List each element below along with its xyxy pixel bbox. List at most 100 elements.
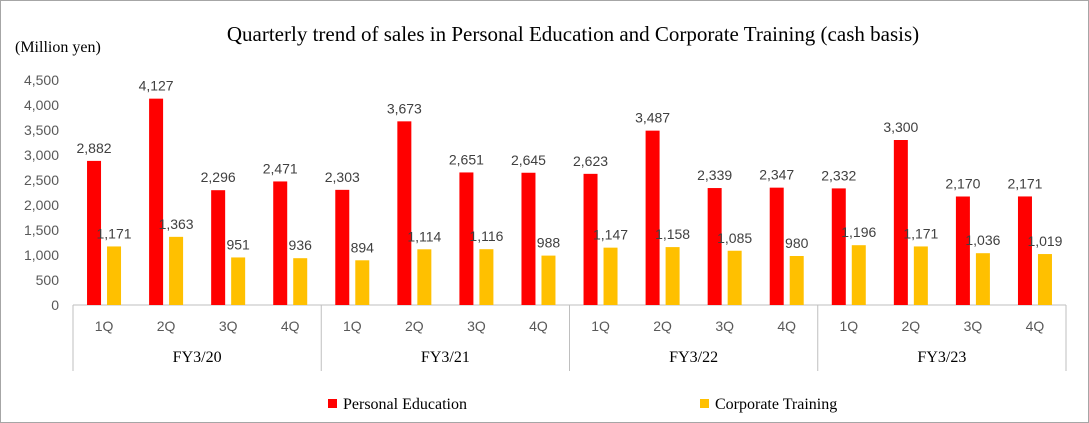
bar-personal-education [831, 188, 846, 305]
bar-corporate-training [975, 253, 990, 305]
data-label: 2,303 [325, 169, 360, 185]
bar-personal-education [583, 173, 598, 305]
bar-personal-education [459, 172, 474, 305]
bar-corporate-training [231, 257, 246, 305]
y-tick-label: 0 [51, 297, 59, 313]
legend-label: Corporate Training [715, 396, 837, 413]
bar-personal-education [645, 130, 660, 305]
bar-personal-education [149, 98, 164, 306]
bar-corporate-training [603, 247, 618, 305]
bar-corporate-training [665, 247, 680, 305]
data-label: 1,363 [159, 216, 194, 232]
x-tick-label: 4Q [281, 318, 300, 334]
y-tick-label: 2,000 [24, 197, 59, 213]
data-label: 1,019 [1027, 233, 1062, 249]
legend: Personal Education Corporate Training [328, 396, 837, 413]
bar-personal-education [211, 190, 226, 305]
group-label: FY3/22 [669, 349, 718, 366]
bar-corporate-training [913, 246, 928, 305]
data-label: 2,339 [697, 167, 732, 183]
data-label: 894 [351, 239, 375, 255]
data-label: 4,127 [139, 78, 174, 94]
x-tick-label: 4Q [529, 318, 548, 334]
x-tick-label: 2Q [405, 318, 424, 334]
y-tick-label: 1,500 [24, 222, 59, 238]
bar-personal-education [87, 160, 102, 305]
data-label: 1,158 [655, 226, 690, 242]
x-tick-label: 1Q [95, 318, 114, 334]
data-label: 988 [537, 235, 561, 251]
chart-title: Quarterly trend of sales in Personal Edu… [227, 22, 919, 46]
bar-personal-education [397, 121, 412, 305]
bar-personal-education [335, 189, 350, 305]
data-label: 1,085 [717, 230, 752, 246]
bar-personal-education [273, 181, 288, 305]
y-tick-label: 3,000 [24, 147, 59, 163]
data-label: 1,171 [97, 225, 132, 241]
data-label: 1,147 [593, 227, 628, 243]
x-tick-label: 3Q [715, 318, 734, 334]
y-tick-label: 2,500 [24, 172, 59, 188]
bar-corporate-training [851, 245, 866, 305]
data-label: 2,332 [821, 167, 856, 183]
group-label: FY3/23 [917, 349, 966, 366]
data-label: 951 [226, 236, 250, 252]
data-label: 3,300 [883, 119, 918, 135]
bar-corporate-training [479, 249, 494, 305]
bar-corporate-training [169, 236, 184, 305]
group-label: FY3/21 [421, 349, 470, 366]
bar-corporate-training [1037, 254, 1052, 305]
data-label: 3,673 [387, 100, 422, 116]
data-label: 3,487 [635, 110, 670, 126]
data-label: 2,882 [77, 140, 112, 156]
data-label: 980 [785, 235, 809, 251]
legend-swatch [328, 399, 337, 408]
bar-corporate-training [541, 255, 556, 305]
data-label: 2,471 [263, 160, 298, 176]
legend-swatch [700, 399, 709, 408]
group-label: FY3/20 [173, 349, 222, 366]
data-label: 2,296 [201, 169, 236, 185]
bar-personal-education [521, 172, 536, 305]
x-tick-label: 1Q [591, 318, 610, 334]
x-tick-label: 2Q [653, 318, 672, 334]
data-label: 1,114 [407, 228, 441, 244]
data-label: 2,623 [573, 153, 608, 169]
bar-corporate-training [417, 249, 432, 305]
data-label: 936 [289, 237, 313, 253]
bar-personal-education [769, 187, 784, 305]
plot-area: 0 500 1,000 1,500 2,000 2,500 3,000 3,500 4,000 4… [24, 72, 1067, 371]
bar-corporate-training [107, 246, 122, 305]
x-tick-label: 2Q [902, 318, 921, 334]
x-tick-label: 4Q [1026, 318, 1045, 334]
x-tick-label: 3Q [219, 318, 238, 334]
y-tick-label: 1,000 [24, 247, 59, 263]
bar-personal-education [893, 140, 908, 305]
data-label: 1,116 [469, 228, 503, 244]
data-label: 2,347 [759, 167, 794, 183]
data-label: 2,171 [1007, 175, 1042, 191]
bar-corporate-training [789, 256, 804, 305]
data-label: 1,036 [965, 232, 1000, 248]
data-label: 2,645 [511, 152, 546, 168]
y-tick-label: 3,500 [24, 122, 59, 138]
bar-corporate-training [727, 250, 742, 305]
bar-personal-education [1017, 196, 1032, 305]
bar-corporate-training [293, 258, 308, 305]
x-tick-label: 1Q [343, 318, 362, 334]
data-label: 1,196 [841, 224, 876, 240]
y-tick-label: 4,500 [24, 72, 59, 88]
bar-personal-education [707, 188, 722, 305]
y-axis-label: (Million yen) [15, 39, 101, 56]
y-tick-label: 4,000 [24, 97, 59, 113]
x-tick-label: 2Q [157, 318, 176, 334]
x-tick-label: 4Q [777, 318, 796, 334]
legend-label: Personal Education [343, 396, 467, 413]
bar-personal-education [955, 196, 970, 305]
x-tick-label: 3Q [964, 318, 983, 334]
x-tick-label: 3Q [467, 318, 486, 334]
x-tick-label: 1Q [839, 318, 858, 334]
data-label: 1,171 [903, 225, 938, 241]
